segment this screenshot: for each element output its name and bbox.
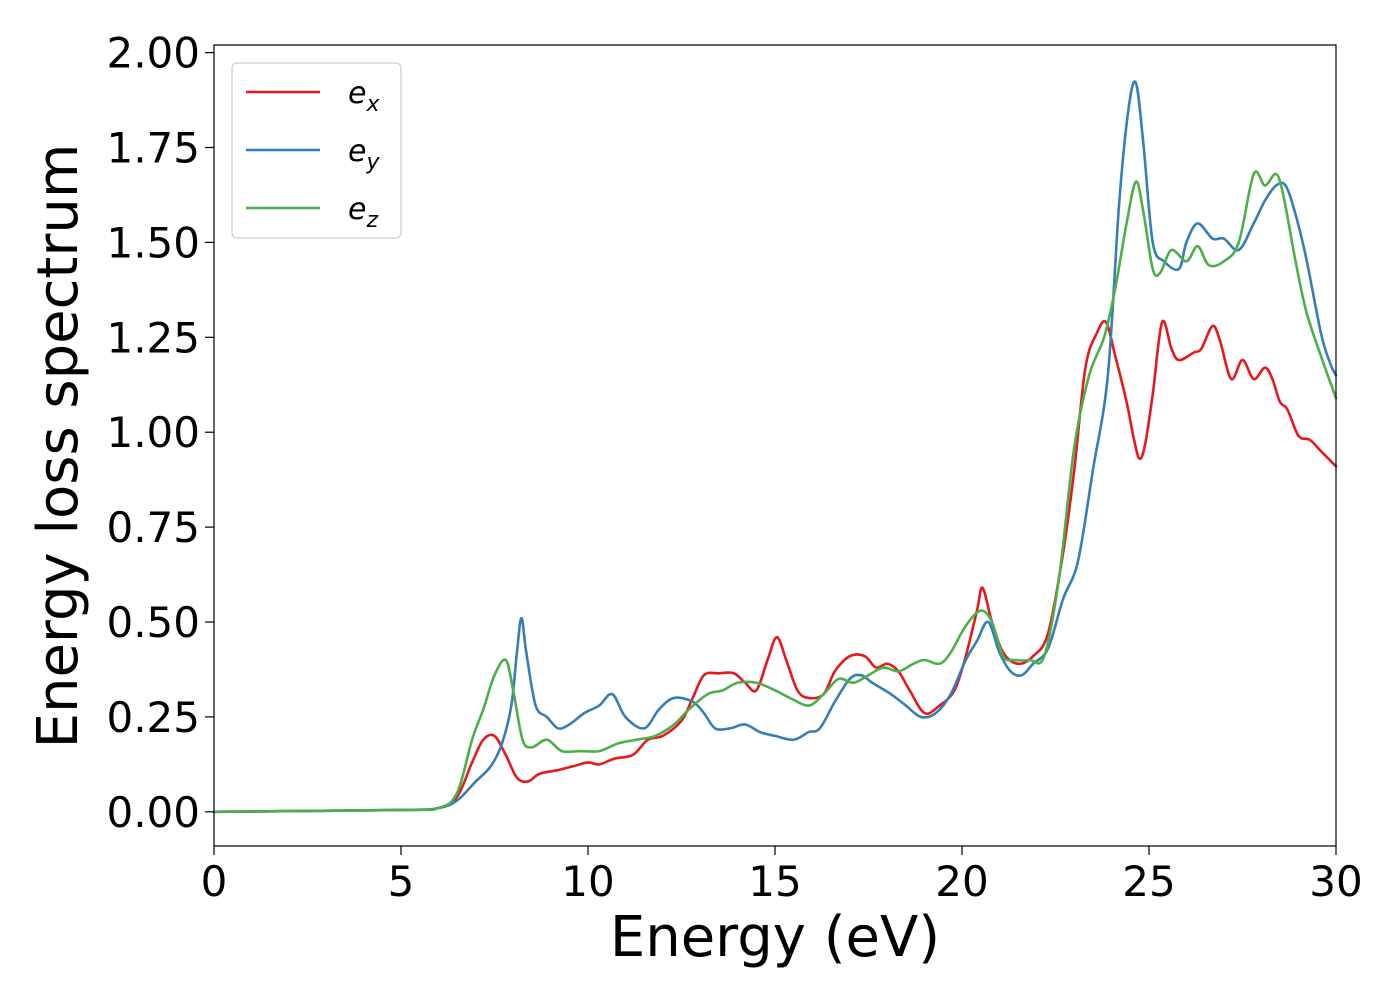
- legend-entry-name: e: [348, 134, 366, 169]
- y-tick-label: 1.50: [106, 218, 200, 267]
- y-tick-label: 1.75: [106, 123, 200, 172]
- legend-entry-label: ey: [348, 134, 380, 175]
- y-tick-label: 0.25: [106, 693, 200, 742]
- legend-entry-subscript: x: [365, 92, 380, 117]
- y-tick-label: 2.00: [106, 29, 200, 78]
- legend-entry-subscript: z: [365, 208, 378, 233]
- x-tick-label: 25: [1122, 857, 1175, 906]
- y-tick-label: 0.00: [106, 788, 200, 837]
- legend-entry-subscript: y: [365, 150, 380, 175]
- x-tick-label: 15: [748, 857, 801, 906]
- y-tick-label: 0.75: [106, 503, 200, 552]
- legend-entry-label: ez: [348, 192, 378, 233]
- x-tick-label: 10: [561, 857, 614, 906]
- x-axis-label: Energy (eV): [610, 905, 940, 970]
- legend-entry-name: e: [348, 76, 366, 111]
- legend-entry-label: ex: [348, 76, 380, 117]
- x-tick-label: 30: [1309, 857, 1362, 906]
- y-tick-label: 1.00: [106, 408, 200, 457]
- series-line-e-x: [212, 319, 1338, 814]
- series-layer: [212, 80, 1338, 814]
- series-line-e-z: [212, 170, 1338, 814]
- y-tick-label: 0.50: [106, 598, 200, 647]
- legend-entry-name: e: [348, 192, 366, 227]
- x-tick-label: 20: [935, 857, 988, 906]
- x-axis: 0 5 10 15 20 25 30: [201, 846, 1363, 906]
- y-axis: 0.00 0.25 0.50 0.75 1.00 1.25 1.50 1.75 2.00: [106, 29, 214, 837]
- series-line-e-y: [212, 80, 1338, 814]
- y-tick-label: 1.25: [106, 313, 200, 362]
- x-tick-label: 5: [388, 857, 415, 906]
- y-axis-label: Energy loss spectrum: [26, 144, 91, 749]
- x-tick-label: 0: [201, 857, 228, 906]
